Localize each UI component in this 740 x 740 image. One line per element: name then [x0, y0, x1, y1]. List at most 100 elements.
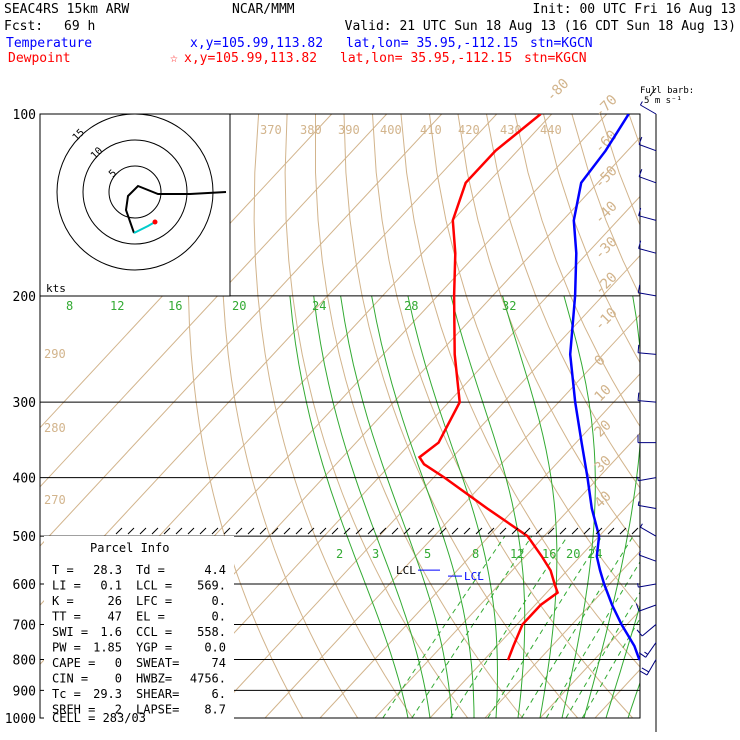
wind-barb — [640, 526, 657, 537]
wind-barb — [638, 292, 657, 297]
surface-hatch — [295, 527, 303, 535]
surface-hatch — [535, 527, 543, 535]
surface-hatch — [331, 527, 339, 535]
wind-barb-flag — [638, 136, 643, 145]
parcel-cell-text: TT = — [52, 610, 81, 624]
isotherm — [40, 114, 498, 606]
dry-adiabat — [400, 114, 640, 668]
legend-dewpoint-marker: ☆ — [170, 51, 178, 66]
surface-hatch — [343, 527, 351, 535]
wind-barb — [640, 104, 657, 115]
surface-hatch — [199, 527, 207, 535]
surface-hatch — [451, 527, 459, 535]
parcel-cell-text: T = — [52, 563, 74, 577]
wind-barbs — [635, 101, 657, 732]
theta-label: 380 — [300, 123, 322, 137]
isotherm — [209, 254, 640, 719]
barb-key-line2: 5 m s⁻¹ — [644, 96, 682, 106]
mixing-ratio-label: 3 — [372, 547, 379, 561]
mixing-ratio-line — [450, 535, 568, 719]
wind-barb-flag — [638, 551, 641, 556]
parcel-info-box: Parcel Info T = 28.3 Td = 4.4 LI = 0.1 LCL = 56… — [44, 536, 234, 732]
wind-barb — [638, 583, 657, 588]
theta-label: 370 — [260, 123, 282, 137]
isotherm-label: -40 — [592, 198, 621, 227]
isotherm-label: -80 — [543, 76, 572, 105]
wind-barb-flag — [638, 168, 643, 177]
pressure-label: 700 — [13, 618, 36, 633]
hodograph-trace — [124, 184, 227, 234]
theta-label: 290 — [44, 347, 66, 361]
isotherm-label: -70 — [592, 92, 621, 121]
wind-barb-flag — [639, 670, 648, 676]
surface-hatch — [559, 527, 567, 535]
moist-adiabat-label: 24 — [312, 299, 326, 313]
wind-barb-flag — [639, 101, 643, 106]
theta-label: 400 — [380, 123, 402, 137]
hodograph-units: kts — [46, 282, 66, 295]
legend-temperature-stn: stn=KGCN — [530, 36, 593, 51]
hodograph-storm-motion — [152, 219, 158, 225]
isotherm — [429, 491, 640, 719]
forecast-label: Fcst: — [4, 19, 43, 34]
wind-barb — [638, 352, 657, 355]
wind-barb-flag — [636, 629, 643, 637]
wind-barb-flag — [637, 476, 639, 481]
barb-key-icon — [649, 87, 657, 97]
wind-barb-flag — [638, 652, 646, 658]
theta-label: 430 — [500, 123, 522, 137]
surface-hatch — [427, 527, 435, 535]
moist-adiabat — [289, 295, 409, 719]
surface-hatch — [619, 527, 627, 535]
dry-adiabat — [714, 114, 740, 718]
wind-barb — [638, 400, 657, 403]
surface-hatch — [487, 527, 495, 535]
moist-adiabat — [313, 295, 431, 719]
surface-hatch — [547, 527, 555, 535]
wind-barb — [638, 477, 657, 482]
surface-hatch — [499, 527, 507, 535]
surface-hatch — [235, 527, 243, 535]
dry-adiabat — [657, 114, 740, 718]
legend-temperature-xy: x,y=105.99,113.82 — [190, 36, 323, 51]
parcel-cell-text: 2 — [115, 703, 122, 717]
isotherm — [319, 373, 640, 719]
mixing-ratio-label: 12 — [510, 547, 524, 561]
wind-barb — [638, 504, 657, 510]
legend-dewpoint-latlon: lat,lon= 35.95,-112.15 — [340, 51, 512, 66]
wind-barb-flag — [635, 603, 640, 612]
mixing-ratio-line — [545, 561, 640, 719]
isotherm — [650, 114, 740, 718]
pressure-label: 500 — [13, 530, 36, 545]
surface-hatch — [607, 527, 615, 535]
hodograph-ring — [82, 139, 188, 245]
isotherm-label: -10 — [592, 305, 621, 334]
surface-hatch — [187, 527, 195, 535]
surface-hatch — [403, 527, 411, 535]
parcel-cell-text: 28.3 — [93, 563, 122, 577]
wind-barb-flag — [638, 240, 642, 249]
parcel-cell-text: Td = — [136, 563, 165, 577]
parcel-cell-text: LI = — [52, 579, 81, 593]
wind-barb-flag — [637, 392, 640, 401]
parcel-cell-text: 74 — [212, 656, 226, 670]
wind-barb — [646, 659, 657, 676]
dewpoint-profile — [417, 114, 560, 661]
sounding-profiles: LCL LCL — [396, 114, 640, 661]
barb-key-line1: Full barb: — [640, 86, 694, 96]
parcel-cell-text: 0.1 — [100, 579, 122, 593]
isotherm-label: -50 — [592, 163, 621, 192]
moist-adiabat-label: 8 — [66, 299, 73, 313]
dry-adiabat — [221, 114, 359, 719]
mixing-ratio-line — [521, 535, 634, 719]
hodograph-frame — [39, 113, 231, 297]
parcel-cell-text: EL = — [136, 610, 165, 624]
theta-label: 410 — [420, 123, 442, 137]
parcel-cell-text: 26 — [108, 594, 122, 608]
moist-adiabat-label: 32 — [502, 299, 516, 313]
surface-hatch — [319, 527, 327, 535]
surface-hatch — [475, 527, 483, 535]
pressure-label: 800 — [13, 653, 36, 668]
legend-dewpoint-label: Dewpoint — [8, 51, 71, 66]
